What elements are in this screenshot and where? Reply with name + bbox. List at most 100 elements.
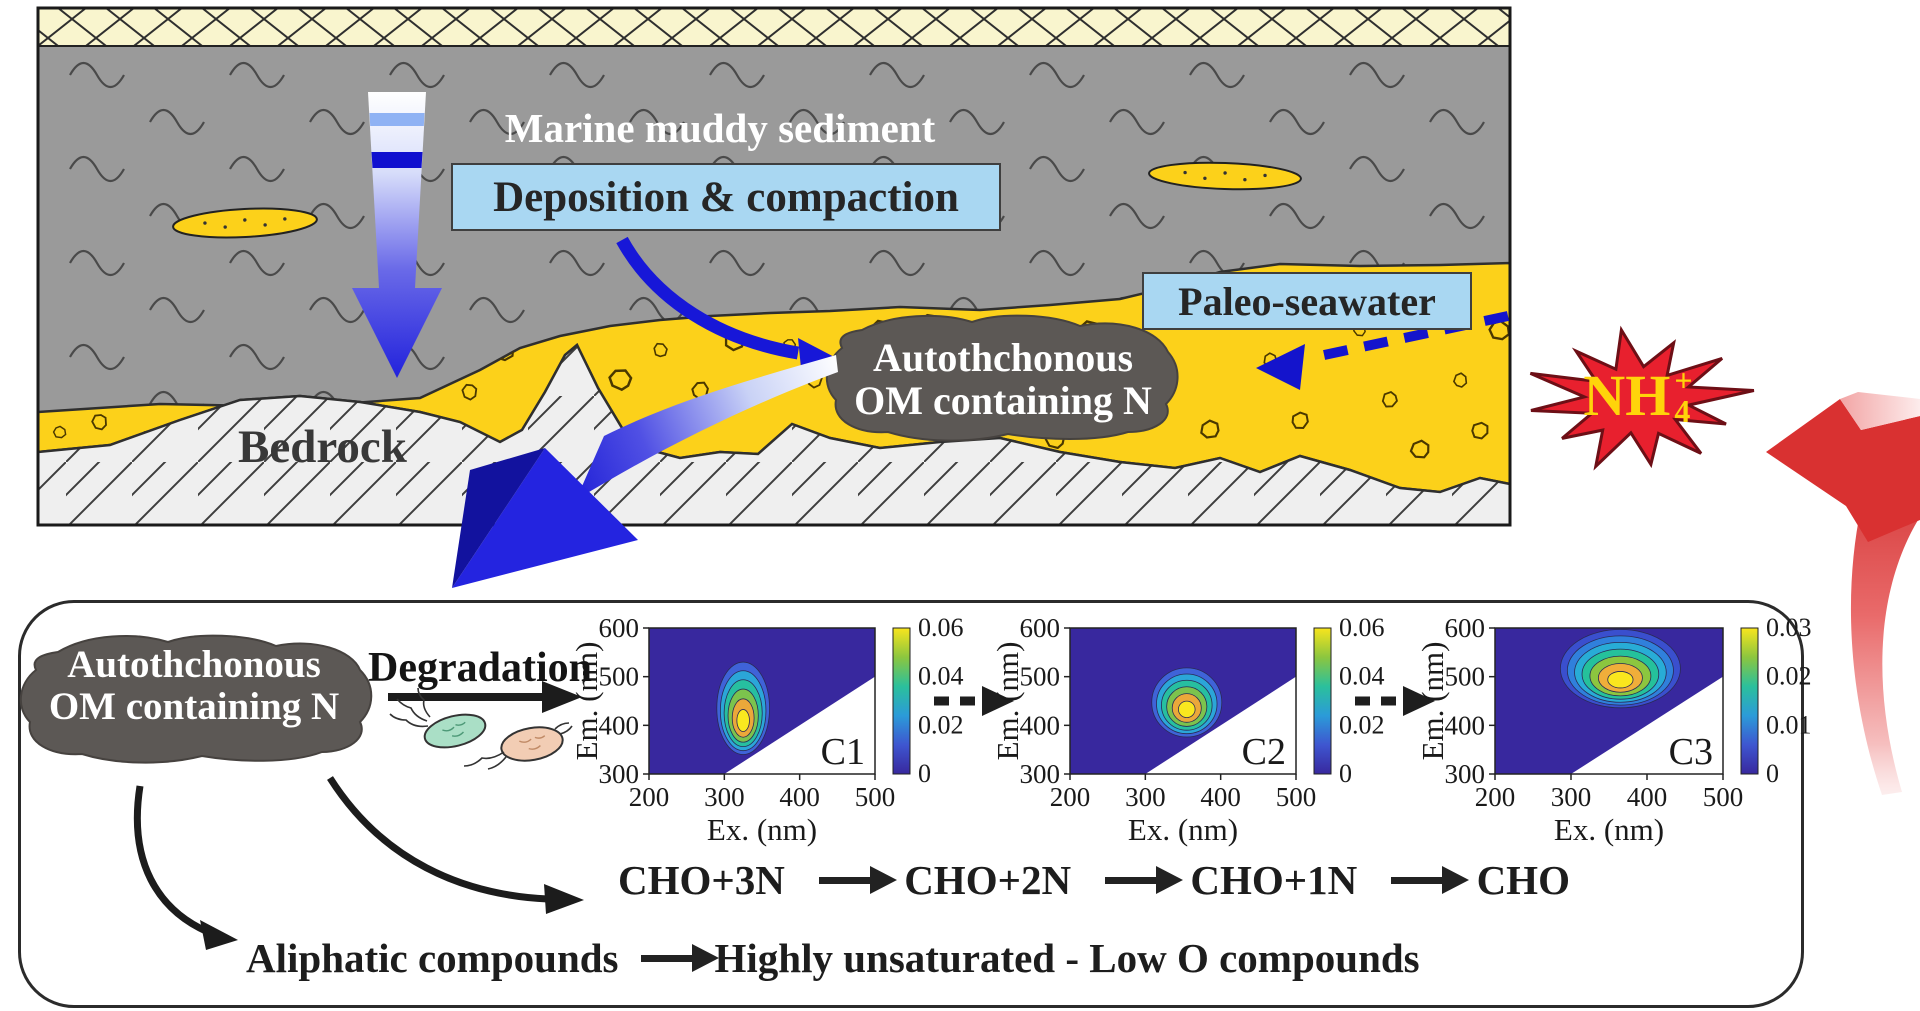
om-blob-bottom-shape <box>19 634 373 764</box>
x-tick: 200 <box>1475 782 1516 812</box>
colorbar-tick: 0.03 <box>1766 613 1812 642</box>
colorbar <box>892 627 911 775</box>
bedrock-layer <box>36 343 1512 527</box>
x-tick: 200 <box>629 782 670 812</box>
component-label: C3 <box>1669 731 1713 773</box>
x-tick: 400 <box>779 782 820 812</box>
x-tick: 500 <box>1276 782 1317 812</box>
upwelling-red-arrow <box>1766 392 1920 795</box>
nh4-label: NH +4 <box>1548 362 1728 429</box>
contour-blob <box>1151 667 1223 738</box>
cho-sequence: CHO+3N CHO+2N CHO+1N CHO <box>618 856 1570 904</box>
y-tick: 300 <box>1020 759 1061 789</box>
branch-arrow-aliphatic <box>133 785 238 950</box>
cho: CHO <box>1476 857 1570 903</box>
unsaturated-label: Highly unsaturated - Low O compounds <box>714 935 1420 981</box>
cross-section-border <box>36 6 1512 527</box>
component-label: C1 <box>821 731 865 773</box>
nh4-subscript: 4 <box>1674 392 1691 429</box>
nh4-superscript: + <box>1674 362 1693 399</box>
contour-blob <box>1559 629 1681 709</box>
colorbar <box>1740 627 1759 775</box>
x-tick: 400 <box>1627 782 1668 812</box>
bacteria-icon <box>389 687 573 770</box>
x-axis-label: Ex. (nm) <box>1128 812 1238 847</box>
component-label: C2 <box>1242 731 1286 773</box>
degradation-arrow <box>388 681 582 713</box>
y-tick: 300 <box>1445 759 1486 789</box>
paleo-seawater-box: Paleo-seawater <box>1142 272 1472 330</box>
colorbar-tick: 0.01 <box>1766 710 1812 739</box>
om-blob-top-label: Autothchonous OM containing N <box>838 335 1168 424</box>
nh4-base: NH <box>1583 363 1671 428</box>
cho-3n: CHO+3N <box>618 857 785 903</box>
y-tick: 600 <box>1020 613 1061 643</box>
y-axis-label: Em. (nm) <box>990 642 1025 761</box>
arrow-right-icon <box>640 944 719 972</box>
x-tick: 500 <box>855 782 896 812</box>
om-blob-top-shape <box>825 314 1179 442</box>
y-tick: 300 <box>599 759 640 789</box>
colorbar-tick: 0.02 <box>918 710 964 739</box>
cho-1n: CHO+1N <box>1190 857 1358 903</box>
x-tick: 300 <box>704 782 745 812</box>
arrow-right-icon <box>1104 866 1183 894</box>
sand-lens-right <box>1148 161 1302 191</box>
colorbar-tick: 0.04 <box>918 662 964 691</box>
cho-2n: CHO+2N <box>904 857 1072 903</box>
colorbar-tick: 0.06 <box>918 613 964 642</box>
degradation-label: Degradation <box>368 645 592 691</box>
colorbar-tick: 0.02 <box>1766 662 1812 691</box>
x-axis-label: Ex. (nm) <box>1554 812 1664 847</box>
y-tick: 600 <box>599 613 640 643</box>
y-tick: 400 <box>1020 710 1061 740</box>
aliphatic-sequence: Aliphatic compounds Highly unsaturated -… <box>246 934 1420 982</box>
paleo-seawater-arrow <box>1256 311 1510 390</box>
deposition-compaction-label: Deposition & compaction <box>493 173 959 221</box>
x-axis-label: Ex. (nm) <box>707 812 817 847</box>
colorbar-tick: 0.06 <box>1339 613 1385 642</box>
y-tick: 500 <box>1020 662 1061 692</box>
colorbar <box>1313 627 1332 775</box>
arrow-right-icon <box>1390 866 1469 894</box>
compaction-arrow <box>352 92 442 378</box>
y-tick: 500 <box>1445 662 1486 692</box>
y-axis-label: Em. (nm) <box>569 642 604 761</box>
om-blob-bottom-line1: Autothchonous <box>67 643 321 686</box>
marine-sediment-label: Marine muddy sediment <box>504 105 936 151</box>
deposition-compaction-box: Deposition & compaction <box>451 163 1001 231</box>
aliphatic-label: Aliphatic compounds <box>246 935 619 981</box>
x-tick: 500 <box>1703 782 1744 812</box>
y-tick: 400 <box>599 710 640 740</box>
colorbar-tick: 0.04 <box>1339 662 1385 691</box>
y-tick: 500 <box>599 662 640 692</box>
om-blob-bottom-label: Autothchonous OM containing N <box>26 643 362 729</box>
nh4-starburst <box>1529 325 1755 471</box>
arrow-right-icon <box>818 866 897 894</box>
bedrock-label: Bedrock <box>238 421 407 473</box>
burial-swoosh-arrow <box>452 355 838 588</box>
paleo-seawater-label: Paleo-seawater <box>1178 278 1436 324</box>
x-tick: 300 <box>1551 782 1592 812</box>
om-blob-top-line2: OM containing N <box>854 378 1152 424</box>
colorbar-tick: 0.02 <box>1339 710 1385 739</box>
colorbar-tick: 0 <box>918 759 931 788</box>
x-tick: 400 <box>1200 782 1241 812</box>
sand-lens-left <box>172 207 318 239</box>
om-blob-bottom-line2: OM containing N <box>48 685 340 729</box>
om-blob-top-line1: Autothchonous <box>872 335 1134 380</box>
branch-arrow-cho <box>327 776 584 914</box>
x-tick: 200 <box>1050 782 1091 812</box>
y-tick: 400 <box>1445 710 1486 740</box>
y-tick: 600 <box>1445 613 1486 643</box>
x-tick: 300 <box>1125 782 1166 812</box>
colorbar-tick: 0 <box>1339 759 1352 788</box>
contour-blob <box>716 661 770 755</box>
y-axis-label: Em. (nm) <box>1415 642 1450 761</box>
colorbar-tick: 0 <box>1766 759 1779 788</box>
